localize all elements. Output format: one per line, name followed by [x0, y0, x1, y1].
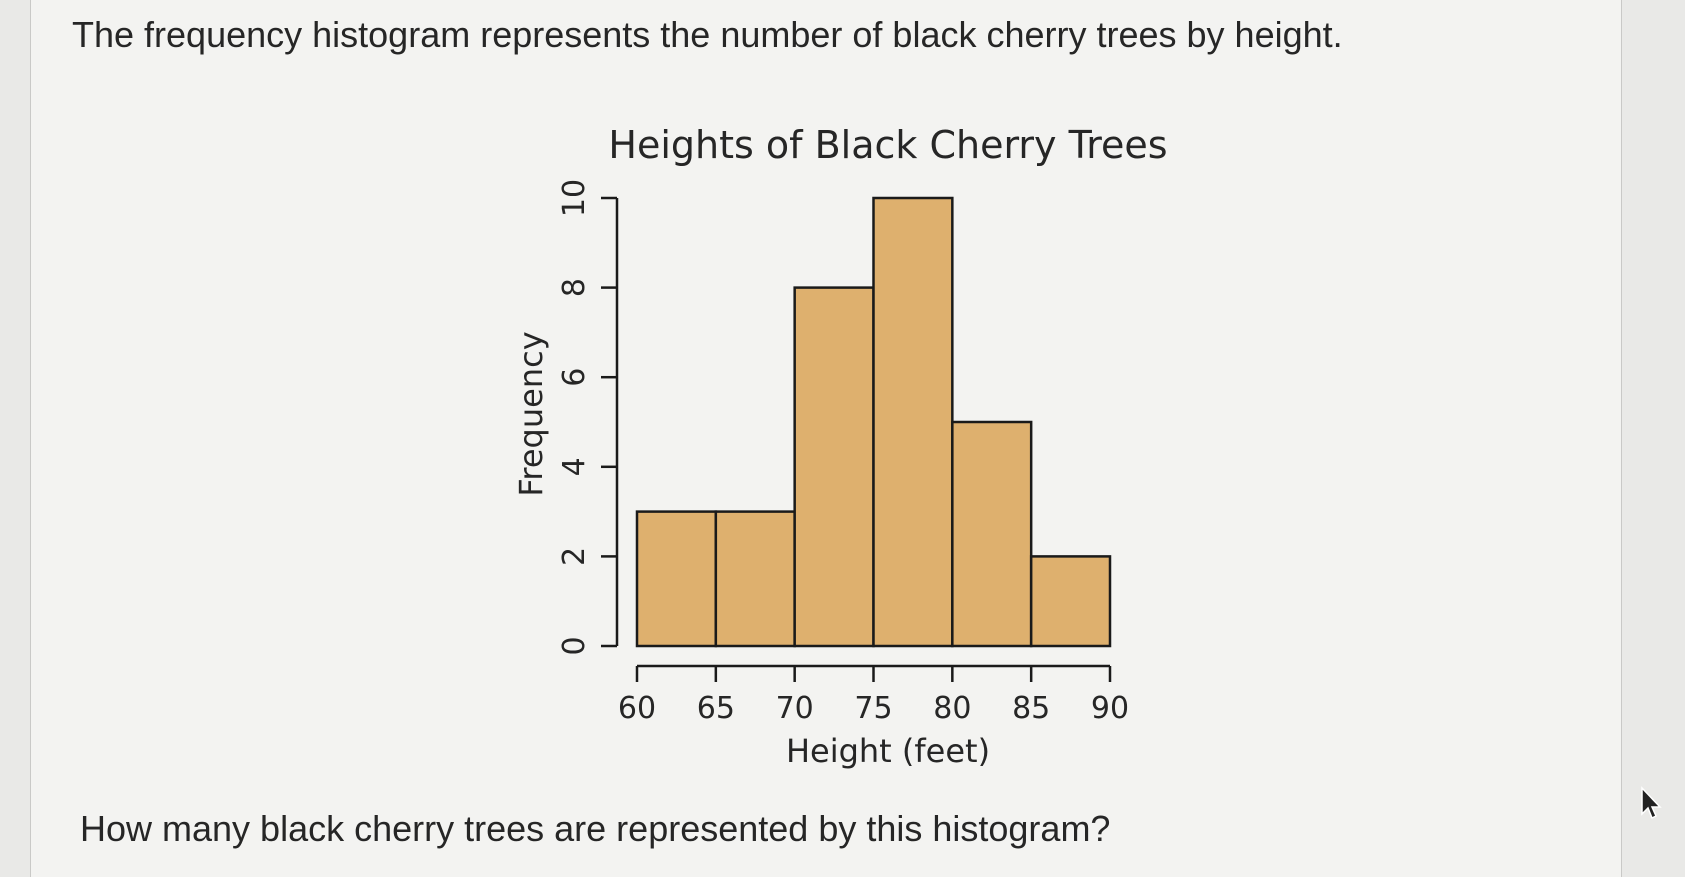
x-tick-label: 70 [776, 691, 814, 726]
question-text: The frequency histogram represents the n… [72, 14, 1343, 55]
chart-title: Heights of Black Cherry Trees [608, 123, 1167, 167]
y-tick-label: 2 [557, 547, 592, 566]
x-axis-label: Height (feet) [786, 732, 990, 770]
x-tick-label: 75 [854, 691, 892, 726]
histogram-bar [793, 286, 875, 648]
x-tick-label: 60 [618, 691, 656, 726]
x-tick-label: 65 [697, 691, 735, 726]
x-tick-label: 90 [1091, 691, 1129, 726]
y-tick-label: 8 [557, 278, 592, 297]
bars-group [635, 196, 1112, 648]
y-tick-label: 10 [557, 179, 592, 217]
x-tick-label: 85 [1012, 691, 1050, 726]
histogram-bar [951, 420, 1033, 648]
y-tick-label: 0 [557, 636, 592, 655]
x-axis: 60 65 70 75 80 85 90 [618, 664, 1129, 726]
histogram-bar [1029, 555, 1112, 648]
histogram-bar [872, 196, 954, 648]
x-tick-label: 80 [933, 691, 971, 726]
histogram-bar [714, 510, 796, 648]
prompt-text: How many black cherry trees are represen… [80, 808, 1111, 849]
y-axis: 0 2 4 6 8 10 [557, 179, 619, 656]
histogram-bar [635, 510, 718, 648]
mouse-cursor-icon [1641, 786, 1662, 820]
y-tick-label: 4 [557, 457, 592, 476]
y-axis-label: Frequency [512, 331, 550, 496]
y-tick-label: 6 [557, 368, 592, 387]
